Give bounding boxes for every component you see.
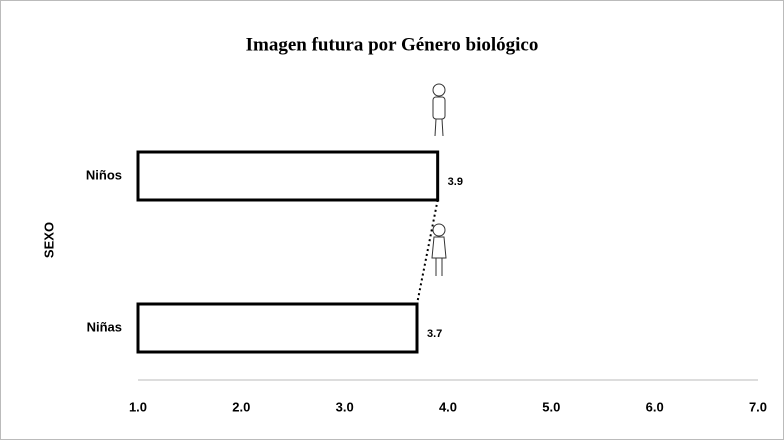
chart-border: [1, 1, 784, 440]
chart: Imagen futura por Género biológico SEXO …: [0, 0, 784, 440]
y-tick-label: Niñas: [87, 319, 122, 334]
x-tick-label: 6.0: [646, 399, 664, 414]
chart-title: Imagen futura por Género biológico: [246, 34, 539, 55]
x-tick-label: 3.0: [336, 399, 354, 414]
x-tick-label: 2.0: [232, 399, 250, 414]
x-tick-label: 5.0: [542, 399, 560, 414]
y-tick-label: Niños: [86, 167, 122, 182]
x-tick-label: 4.0: [439, 399, 457, 414]
y-axis-label: SEXO: [41, 222, 56, 258]
data-label: 3.7: [427, 328, 442, 340]
x-tick-label: 1.0: [129, 399, 147, 414]
bar: [138, 152, 438, 200]
x-tick-label: 7.0: [749, 399, 767, 414]
bar: [138, 304, 417, 352]
data-label: 3.9: [448, 176, 463, 188]
